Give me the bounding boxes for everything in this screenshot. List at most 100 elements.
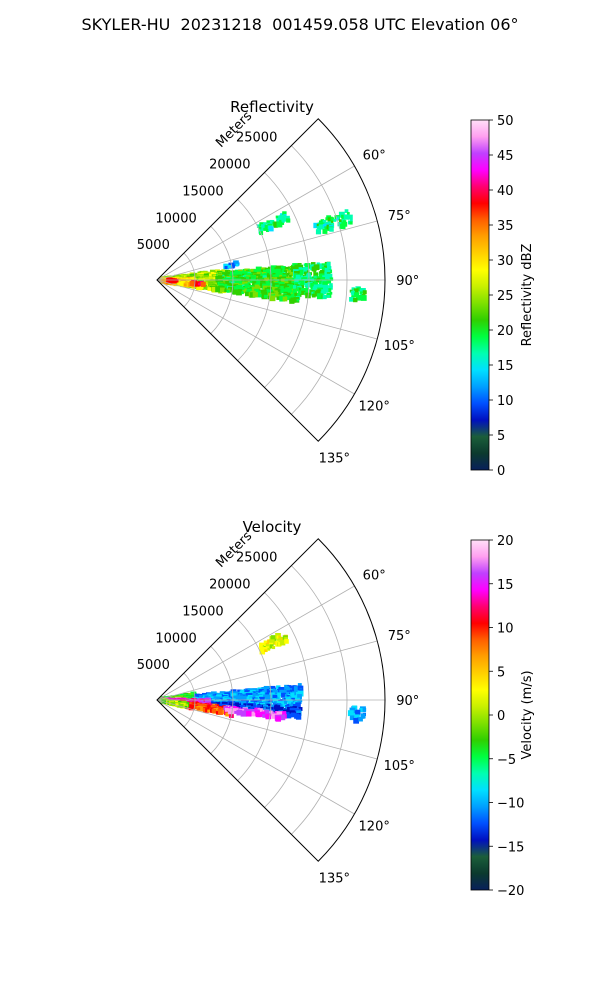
azimuth-tick-label: 75° <box>388 209 411 224</box>
echo-gate <box>266 274 273 280</box>
echo-gate <box>330 217 334 221</box>
echo-gate <box>303 268 309 274</box>
echo-gate <box>275 716 281 722</box>
echo-gate <box>263 228 267 231</box>
colorbar-label: Reflectivity dBZ <box>520 244 535 347</box>
panel-title: Reflectivity <box>230 98 314 116</box>
echo-gate <box>287 270 292 275</box>
echo-gate <box>215 701 220 707</box>
echo-gate <box>290 714 294 718</box>
echo-gate <box>196 284 203 291</box>
echo-gate <box>286 292 290 297</box>
azimuth-spoke <box>156 220 378 281</box>
echo-gate <box>282 697 286 702</box>
azimuth-spoke <box>156 165 355 281</box>
echo-gate <box>313 272 319 278</box>
echo-gate <box>317 284 323 289</box>
echo-gate <box>281 269 286 274</box>
echo-region <box>223 705 287 722</box>
echo-gate <box>346 212 350 215</box>
echo-gate <box>359 291 363 295</box>
echo-gate <box>299 283 303 286</box>
range-tick-label: 10000 <box>155 211 196 226</box>
range-tick-label: 25000 <box>236 131 277 146</box>
echo-gate <box>293 296 300 303</box>
echo-gate <box>162 278 168 284</box>
echo-gate <box>292 703 298 709</box>
echo-gate <box>256 280 262 287</box>
echo-gate <box>253 694 257 699</box>
echo-gate <box>235 263 239 267</box>
colorbar-tick-label: 10 <box>497 622 514 637</box>
echo-gate <box>290 297 296 303</box>
echo-gate <box>281 692 286 698</box>
echo-gate <box>318 271 323 276</box>
echo-gate <box>277 278 283 284</box>
echo-gate <box>267 266 272 271</box>
echo-gate <box>270 283 274 286</box>
echo-gate <box>338 219 343 223</box>
echo-region <box>291 261 334 300</box>
echo-gate <box>280 278 286 284</box>
echo-gate <box>280 266 286 271</box>
azimuth-tick-label: 90° <box>396 694 419 709</box>
echo-gate <box>347 710 354 717</box>
echo-gate <box>320 219 325 223</box>
echo-gate <box>297 694 302 699</box>
echo-gate <box>311 293 316 298</box>
echo-gate <box>269 219 275 225</box>
echo-gate <box>257 712 262 718</box>
echo-gate <box>354 292 360 298</box>
echo-gate <box>275 698 280 704</box>
echo-gate <box>270 272 275 277</box>
echo-gate <box>194 706 197 710</box>
echo-gate <box>274 284 279 289</box>
echo-gate <box>300 285 305 289</box>
echo-gate <box>167 701 170 704</box>
echo-gate <box>298 279 305 286</box>
echo-gate <box>244 276 249 281</box>
echo-gate <box>357 287 361 291</box>
echo-gate <box>320 277 326 283</box>
echo-gate <box>239 271 244 276</box>
echo-gate <box>276 221 283 228</box>
echo-gate <box>327 294 330 298</box>
echo-gate <box>333 218 337 222</box>
echo-region <box>166 277 179 284</box>
azimuth-tick-label: 60° <box>363 569 386 584</box>
colorbar-tick-label: 50 <box>497 114 514 129</box>
figure-suptitle: SKYLER-HU 20231218 001459.058 UTC Elevat… <box>81 15 519 34</box>
echo-gate <box>176 702 181 707</box>
range-tick-label: 15000 <box>182 604 223 619</box>
echo-gate <box>281 219 285 223</box>
echo-gate <box>313 270 317 273</box>
echo-gate <box>286 706 292 713</box>
echo-gate <box>286 713 292 719</box>
echo-gate <box>297 699 302 704</box>
echo-gate <box>286 296 290 301</box>
echo-gate <box>362 290 367 295</box>
echo-gate <box>284 637 288 641</box>
echo-gate <box>279 714 286 721</box>
echo-gate <box>262 714 266 718</box>
echo-gate <box>252 292 258 298</box>
echo-gate <box>297 683 302 687</box>
echo-gate <box>232 264 236 268</box>
echo-gate <box>329 283 333 287</box>
echo-gate <box>338 211 345 218</box>
echo-gate <box>290 286 295 291</box>
azimuth-tick-label: 135° <box>319 451 350 466</box>
echo-gate <box>241 710 248 717</box>
echo-gate <box>282 296 288 302</box>
echo-gate <box>241 291 244 295</box>
echo-gate <box>274 701 277 704</box>
range-tick-label: 20000 <box>209 578 250 593</box>
echo-gate <box>294 686 300 692</box>
echo-gate <box>188 704 195 711</box>
echo-gate <box>318 224 324 230</box>
echo-gate <box>276 217 281 222</box>
colorbar-tick-label: 15 <box>497 578 514 593</box>
echo-gate <box>235 693 239 697</box>
range-tick-label: 20000 <box>209 158 250 173</box>
azimuth-tick-label: 105° <box>384 339 415 354</box>
